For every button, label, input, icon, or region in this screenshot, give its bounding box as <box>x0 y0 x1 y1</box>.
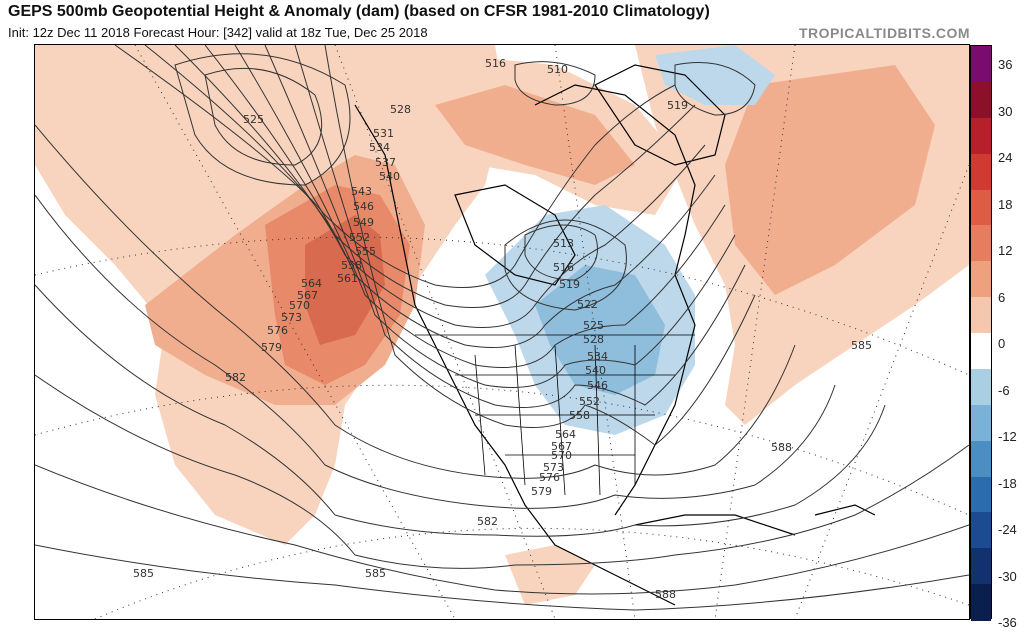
contour-label-group: 525 528 531 534 537 540 543 546 549 552 … <box>133 57 872 601</box>
colorbar-segment <box>971 261 991 298</box>
chart-title: GEPS 500mb Geopotential Height & Anomaly… <box>8 3 710 20</box>
contour-label: 558 <box>569 409 590 422</box>
contour-label: 564 <box>555 428 576 441</box>
colorbar-segment <box>971 333 991 370</box>
contour-label: 567 <box>551 440 572 453</box>
contour-label: 528 <box>583 333 604 346</box>
colorbar-segment <box>971 153 991 190</box>
colorbar-segment <box>971 81 991 119</box>
contour-label: 516 <box>485 57 506 70</box>
contour-label: 588 <box>771 441 792 454</box>
colorbar-segment <box>971 548 991 585</box>
contour-label: 540 <box>585 364 606 377</box>
contour-label: 576 <box>267 324 288 337</box>
contour-label: 582 <box>225 371 246 384</box>
contour-label: 570 <box>289 299 310 312</box>
colorbar-label: -6 <box>998 382 1010 398</box>
colorbar-segment <box>971 225 991 262</box>
contour-label: 522 <box>577 298 598 311</box>
contour-label: 567 <box>297 289 318 302</box>
positive-anomaly-inner <box>305 215 385 345</box>
contour-label: 537 <box>375 156 396 169</box>
contour-label: 579 <box>531 485 552 498</box>
contour-label: 558 <box>341 259 362 272</box>
contour-label: 525 <box>583 319 604 332</box>
negative-anomaly-greenland <box>655 45 775 105</box>
contour-label: 543 <box>351 185 372 198</box>
brand-watermark: TROPICALTIDBITS.COM <box>798 25 970 41</box>
anomaly-map[interactable]: 525 528 531 534 537 540 543 546 549 552 … <box>34 44 970 620</box>
colorbar-segment <box>971 584 991 621</box>
colorbar-segment <box>971 46 991 83</box>
colorbar-segment <box>971 297 991 334</box>
contour-label: 546 <box>353 200 374 213</box>
contour-label: 573 <box>281 311 302 324</box>
contour-label: 585 <box>851 339 872 352</box>
contour-label: 540 <box>379 170 400 183</box>
colorbar-label: 6 <box>998 289 1006 305</box>
contour-label: 570 <box>551 449 572 462</box>
contour-label: 579 <box>261 341 282 354</box>
contour-label: 573 <box>543 461 564 474</box>
chart-subtitle: Init: 12z Dec 11 2018 Forecast Hour: [34… <box>8 25 428 40</box>
colorbar-label: -30 <box>998 568 1017 584</box>
contour-label: 564 <box>301 277 322 290</box>
colorbar-label: -36 <box>998 615 1017 630</box>
contour-label: 552 <box>579 395 600 408</box>
contour-label: 585 <box>365 567 386 580</box>
contour-label: 546 <box>587 379 608 392</box>
contour-label: 516 <box>553 261 574 274</box>
colorbar <box>970 45 992 621</box>
negative-anomaly-great-lakes-core <box>535 265 665 395</box>
graticule <box>35 45 969 619</box>
colorbar-label: 36 <box>998 57 1013 72</box>
positive-anomaly-east-core <box>725 65 935 295</box>
colorbar-label: -18 <box>998 475 1017 491</box>
colorbar-label: 24 <box>998 150 1013 165</box>
colorbar-segment <box>971 117 991 155</box>
contour-label: 525 <box>243 113 264 126</box>
contour-label: 534 <box>369 141 390 154</box>
contour-label: 552 <box>349 231 370 244</box>
colorbar-label: 18 <box>998 196 1013 212</box>
map-canvas: 525 528 531 534 537 540 543 546 549 552 … <box>35 45 969 619</box>
colorbar-label: 30 <box>998 103 1013 119</box>
positive-anomaly-north-core <box>435 85 635 185</box>
contour-label: 585 <box>133 567 154 580</box>
contour-label: 534 <box>587 350 608 363</box>
contour-label: 582 <box>477 515 498 528</box>
colorbar-label: -24 <box>998 522 1017 537</box>
contour-label: 510 <box>547 63 568 76</box>
colorbar-segment <box>971 404 991 442</box>
colorbar-segment <box>971 476 991 513</box>
contour-label: 555 <box>355 245 376 258</box>
contour-label: 519 <box>559 278 580 291</box>
colorbar-segment <box>971 368 991 406</box>
colorbar-label: -12 <box>998 429 1017 444</box>
colorbar-segment <box>971 512 991 549</box>
colorbar-segment <box>971 440 991 477</box>
contour-label: 513 <box>553 237 574 250</box>
contour-label: 519 <box>667 99 688 112</box>
colorbar-label: 12 <box>998 243 1013 258</box>
state-borders <box>415 334 695 496</box>
contour-label: 528 <box>390 103 411 116</box>
contour-label: 531 <box>373 127 394 140</box>
colorbar-segment <box>971 189 991 226</box>
contour-label: 549 <box>353 216 374 229</box>
contour-label: 588 <box>655 588 676 601</box>
colorbar-label: 0 <box>998 336 1006 351</box>
height-contours <box>35 45 969 611</box>
contour-label: 561 <box>337 272 358 285</box>
positive-anomaly-mexico <box>505 545 595 605</box>
contour-label: 576 <box>539 471 560 484</box>
